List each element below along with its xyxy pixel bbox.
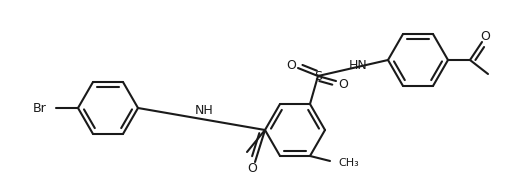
Text: O: O (480, 30, 490, 43)
Text: NH: NH (195, 103, 214, 117)
Text: O: O (247, 163, 257, 175)
Text: O: O (338, 78, 348, 91)
Text: Br: Br (32, 102, 46, 114)
Text: S: S (314, 69, 322, 83)
Text: HN: HN (348, 58, 367, 72)
Text: CH₃: CH₃ (338, 158, 359, 168)
Text: O: O (286, 58, 296, 72)
